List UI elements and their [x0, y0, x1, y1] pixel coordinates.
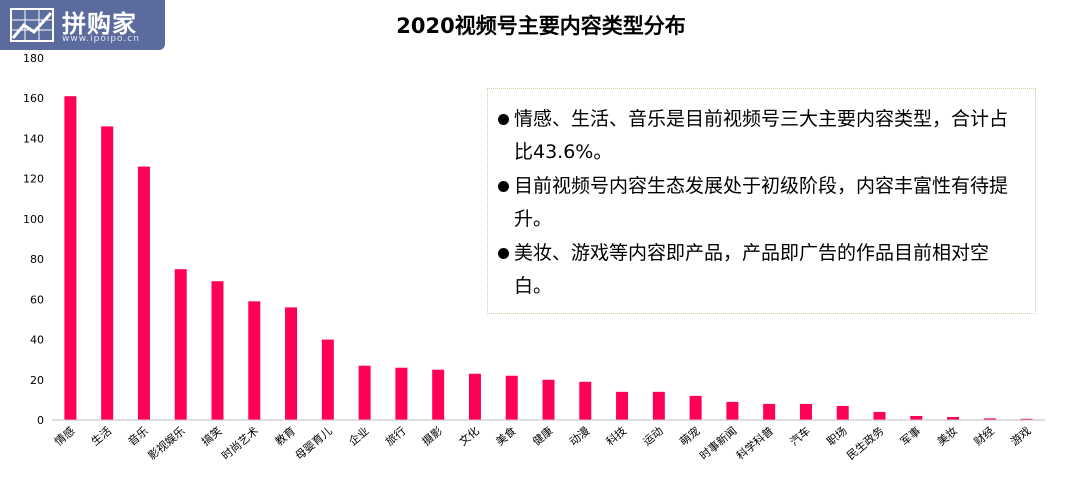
- bar: [101, 126, 114, 420]
- bar: [763, 403, 776, 420]
- x-tick-label: 民生政务: [844, 424, 887, 463]
- y-tick-label: 140: [23, 132, 44, 145]
- bar: [64, 96, 77, 420]
- x-tick-label: 美食: [493, 424, 519, 449]
- x-tick-label: 军事: [898, 424, 923, 448]
- bar: [689, 395, 702, 420]
- y-tick-label: 40: [30, 334, 44, 347]
- x-tick-label: 职场: [824, 424, 850, 449]
- x-tick-label: 汽车: [787, 424, 813, 449]
- bar: [358, 365, 371, 420]
- bar: [321, 339, 334, 420]
- x-tick-label: 搞笑: [199, 424, 225, 449]
- y-tick-label: 100: [23, 213, 44, 226]
- bar: [983, 418, 996, 420]
- x-tick-label: 旅行: [382, 424, 408, 449]
- brand-url: www.ipoipo.cn: [62, 34, 140, 44]
- bar: [505, 375, 518, 420]
- bar: [248, 301, 261, 420]
- bar: [1020, 418, 1033, 420]
- x-tick-label: 萌宠: [677, 424, 703, 449]
- bar: [799, 403, 812, 420]
- x-tick-label: 时尚艺术: [219, 424, 262, 463]
- x-tick-label: 企业: [346, 424, 372, 449]
- x-tick-label: 财经: [971, 424, 997, 449]
- x-tick-label: 生活: [88, 424, 114, 449]
- x-tick-label: 美妆: [935, 424, 960, 448]
- x-tick-label: 游戏: [1008, 424, 1033, 448]
- x-tick-label: 动漫: [566, 424, 592, 449]
- x-tick-label: 时事新闻: [697, 424, 740, 463]
- brand-name: 拼购家: [62, 10, 137, 38]
- bar: [836, 405, 849, 420]
- note-item: 目前视频号内容生态发展处于初级阶段，内容丰富性有待提升。: [498, 170, 1017, 236]
- bar: [432, 369, 445, 420]
- x-tick-label: 教育: [272, 424, 298, 449]
- note-item: 情感、生活、音乐是目前视频号三大主要内容类型，合计占比43.6%。: [498, 103, 1017, 169]
- note-item: 美妆、游戏等内容即产品，产品即广告的作品目前相对空白。: [498, 237, 1017, 303]
- brand-logo: 拼购家 www.ipoipo.cn: [0, 0, 165, 50]
- bar: [947, 416, 960, 420]
- notes-box: 情感、生活、音乐是目前视频号三大主要内容类型，合计占比43.6%。 目前视频号内…: [487, 88, 1036, 314]
- bar: [726, 401, 739, 420]
- bar: [395, 367, 408, 420]
- y-tick-label: 180: [23, 52, 44, 65]
- y-tick-label: 80: [30, 253, 44, 266]
- x-tick-label: 情感: [52, 424, 77, 448]
- x-tick-label: 摄影: [419, 424, 445, 449]
- x-tick-label: 健康: [530, 424, 556, 449]
- bar: [652, 391, 665, 420]
- bar: [579, 381, 592, 420]
- y-tick-label: 60: [30, 293, 44, 306]
- y-tick-label: 20: [30, 374, 44, 387]
- x-tick-label: 科学科普: [733, 424, 776, 463]
- bar: [468, 373, 481, 420]
- bars: [64, 96, 1033, 420]
- x-tick-label: 音乐: [125, 424, 151, 449]
- bar: [873, 411, 886, 420]
- x-tick-label: 母婴育儿: [292, 424, 335, 463]
- notes-list: 情感、生活、音乐是目前视频号三大主要内容类型，合计占比43.6%。 目前视频号内…: [488, 89, 1035, 303]
- y-axis: 0 20 40 60 80 100 120 140 160 180: [23, 52, 44, 427]
- bar: [211, 281, 224, 420]
- bar: [542, 379, 555, 420]
- x-tick-label: 文化: [456, 424, 482, 449]
- chart-title: 2020视频号主要内容类型分布: [396, 14, 686, 38]
- x-tick-label: 影视娱乐: [145, 424, 188, 463]
- y-tick-label: 0: [37, 414, 44, 427]
- x-tick-label: 科技: [603, 424, 629, 449]
- bar: [285, 307, 298, 420]
- bar: [910, 415, 923, 420]
- bar: [616, 391, 629, 420]
- chart-logo-icon: [10, 8, 54, 42]
- bar: [137, 166, 150, 420]
- bar: [174, 269, 187, 420]
- x-tick-label: 运动: [641, 424, 666, 448]
- y-tick-label: 120: [23, 173, 44, 186]
- y-tick-label: 160: [23, 92, 44, 105]
